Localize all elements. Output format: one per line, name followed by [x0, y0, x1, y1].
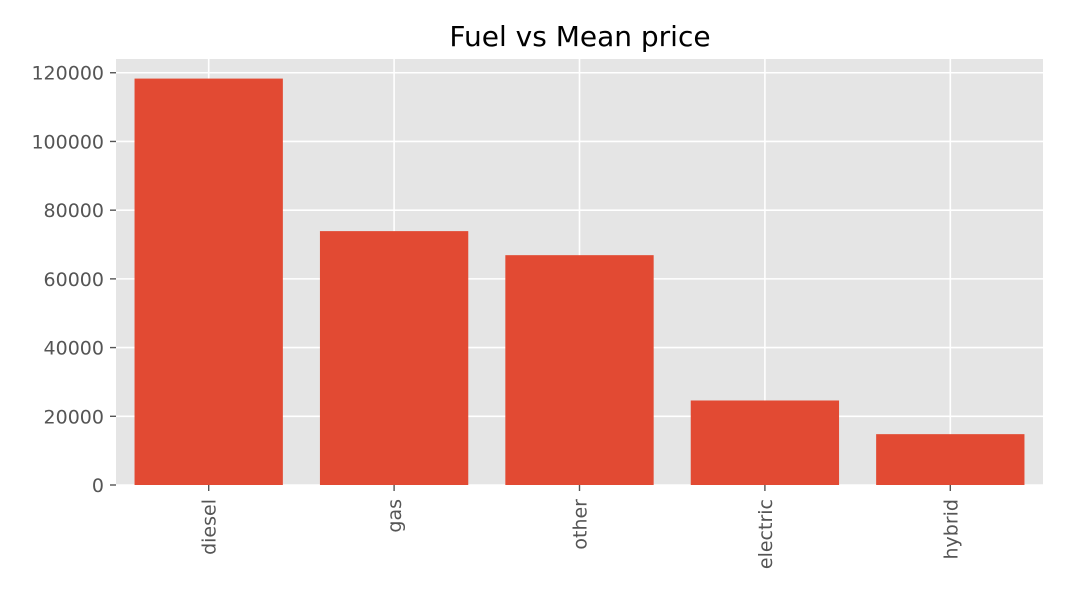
y-tick-label: 80000	[44, 200, 104, 222]
x-tick-label: other	[570, 499, 592, 550]
x-tick-label: gas	[384, 499, 406, 533]
bar-diesel	[134, 78, 283, 485]
x-tick-label: electric	[755, 499, 777, 569]
bar-electric	[690, 400, 840, 485]
bars	[134, 78, 1025, 485]
chart-title: Fuel vs Mean price	[449, 20, 710, 53]
x-tick-label: hybrid	[940, 499, 962, 560]
y-tick-label: 20000	[44, 406, 104, 428]
y-tick-label: 120000	[31, 63, 104, 85]
y-tick-label: 100000	[31, 131, 104, 153]
y-tick-label: 60000	[44, 269, 104, 291]
y-tick-label: 40000	[44, 338, 104, 360]
y-tick-label: 0	[92, 475, 104, 497]
bar-hybrid	[876, 434, 1025, 485]
bar-gas	[319, 231, 469, 485]
axes: 0 20000 40000 60000 80000 100000 120000 diesel g…	[31, 63, 962, 569]
x-tick-label: diesel	[199, 499, 221, 555]
bar-other	[505, 255, 654, 485]
